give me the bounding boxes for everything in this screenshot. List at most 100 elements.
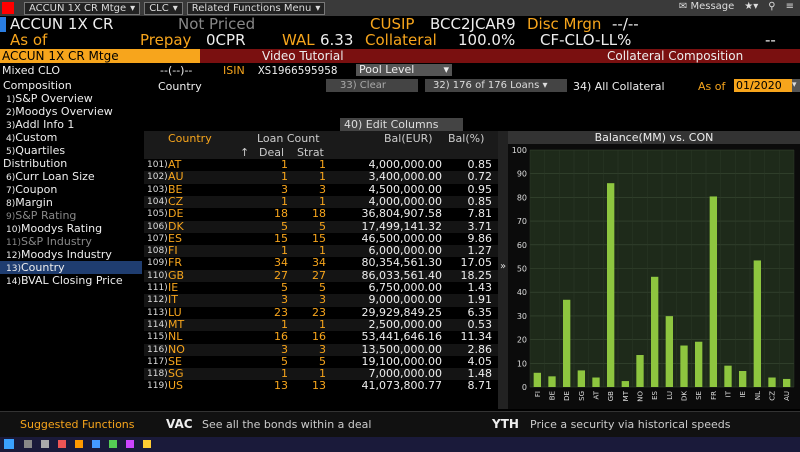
strat-count: 23 [312,305,326,319]
col-bal-eur[interactable]: Bal(EUR) [384,132,433,145]
settings-icon[interactable]: ≡ [785,1,794,12]
col-loan-count[interactable]: Loan Count [257,132,320,145]
security-tab[interactable]: ACCUN 1X CR Mtge [0,49,200,63]
table-row[interactable]: 108) FI 1 1 6,000,000.00 1.27 [144,245,498,258]
x-tick-label: FI [534,391,542,397]
table-row[interactable]: 115) NL 16 16 53,441,646.16 11.34 [144,331,498,343]
country-code: DE [168,207,184,221]
balance-eur: 29,929,849.25 [361,305,442,319]
col-country[interactable]: Country [168,132,212,145]
app1-icon[interactable] [58,440,66,448]
loans-dropdown[interactable]: 32) 176 of 176 Loans ▾ [425,79,567,92]
country-code: FR [168,256,182,270]
favorite-icon[interactable]: ★▾ [744,1,759,12]
windows-start-icon[interactable] [4,439,14,449]
pool-level-dropdown[interactable]: Pool Level ▾ [356,64,452,76]
row-number: 105) [147,209,168,220]
suggested-functions-bar: Suggested Functions VAC See all the bond… [0,411,800,437]
nav-item-moodys-rating[interactable]: 10)Moodys Rating [0,222,142,235]
prepay-value: 0CPR [206,31,246,49]
message-button[interactable]: ✉ Message [679,1,734,12]
table-row[interactable]: 117) SE 5 5 19,100,000.00 4.05 [144,354,498,368]
bar-chart: 0 10 20 30 40 50 60 70 80 90 100 FI BE DE SG AT GB MT NO ES… [512,146,795,402]
message-label: Message [690,1,735,12]
table-header: Country Loan Count ↑ Deal Strat Bal(EUR)… [144,131,498,159]
clear-button[interactable]: 33) Clear [326,79,418,92]
os-taskbar [0,437,800,452]
nav-item-s-p-rating[interactable]: 9)S&P Rating [0,209,142,222]
nav-item-curr-loan-size[interactable]: 6)Curr Loan Size [0,170,142,183]
table-row[interactable]: 112) IT 3 3 9,000,000.00 1.91 [144,294,498,307]
collateral-type: CF-CLO-LL% [540,31,632,49]
app3-icon[interactable] [92,440,100,448]
y-tick-label: 70 [517,217,527,226]
search-icon[interactable]: ⚲ [768,1,776,12]
row-number: 116) [147,344,168,355]
table-row[interactable]: 106) DK 5 5 17,499,141.32 3.71 [144,220,498,233]
related-functions-menu[interactable]: Related Functions Menu ▾ [186,1,326,15]
bar-cz [768,377,776,387]
yth-function-link[interactable]: YTH [492,417,519,431]
col-deal[interactable]: Deal [259,146,285,159]
nav-item-moodys-overview[interactable]: 2)Moodys Overview [0,105,142,118]
dimension-label: Country [158,80,202,93]
date-dropdown-icon[interactable]: ▾ [792,79,800,92]
nav-item-country[interactable]: 13)Country [0,261,142,274]
task-view-icon[interactable] [41,440,49,448]
nav-item-bval-closing-price[interactable]: 14)BVAL Closing Price [0,274,142,287]
balance-pct: 11.34 [460,330,493,344]
balance-pct: 1.43 [467,281,493,294]
strat-count: 5 [319,354,326,368]
table-row[interactable]: 101) AT 1 1 4,000,000.00 0.85 [144,159,498,171]
nav-item-addl-info-1[interactable]: 3)Addl Info 1 [0,118,142,131]
table-row[interactable]: 102) AU 1 1 3,400,000.00 0.72 [144,171,498,184]
nav-item-label: BVAL Closing Price [20,274,123,287]
function-label: CLC [149,2,169,14]
col-strat[interactable]: Strat [297,146,324,159]
app4-icon[interactable] [109,440,117,448]
col-bal-pct[interactable]: Bal(%) [448,132,485,145]
nav-item-margin[interactable]: 8)Margin [0,196,142,209]
security-label: ACCUN 1X CR Mtge [29,2,127,14]
table-row[interactable]: 119) US 13 13 41,073,800.77 8.71 [144,380,498,392]
app5-icon[interactable] [126,440,134,448]
function-selector[interactable]: CLC ▾ [144,1,183,15]
as-of-date-input[interactable]: 01/2020 [734,79,792,92]
nav-item-moodys-industry[interactable]: 12)Moodys Industry [0,248,142,261]
nav-item-s-p-industry[interactable]: 11)S&P Industry [0,235,142,248]
nav-item-quartiles[interactable]: 5)Quartiles [0,144,142,157]
balance-pct: 1.48 [467,367,493,381]
table-row[interactable]: 110) GB 27 27 86,033,561.40 18.25 [144,269,498,282]
bar-de [563,299,571,387]
nav-item-s-p-overview[interactable]: 1)S&P Overview [0,92,142,105]
app6-icon[interactable] [143,440,151,448]
balance-eur: 53,441,646.16 [361,330,442,344]
balance-eur: 4,500,000.00 [368,182,442,196]
table-row[interactable]: 105) DE 18 18 36,804,907.58 7.81 [144,208,498,220]
nav-item-custom[interactable]: 4)Custom [0,131,142,144]
table-row[interactable]: 113) LU 23 23 29,929,849.25 6.35 [144,305,498,319]
table-row[interactable]: 109) FR 34 34 80,354,561.30 17.05 [144,257,498,269]
table-row[interactable]: 107) ES 15 15 46,500,000.00 9.86 [144,232,498,245]
country-code: SG [168,367,184,381]
all-collateral-link[interactable]: 34) All Collateral [573,80,665,93]
table-row[interactable]: 103) BE 3 3 4,500,000.00 0.95 [144,182,498,196]
collapse-splitter-icon[interactable]: » [498,131,508,409]
app2-icon[interactable] [75,440,83,448]
video-tutorial-link[interactable]: Video Tutorial [262,49,344,63]
balance-eur: 13,500,000.00 [361,342,442,356]
edit-columns-button[interactable]: 40) Edit Columns [340,118,463,131]
x-tick-label: AT [593,390,601,399]
nav-item-coupon[interactable]: 7)Coupon [0,183,142,196]
deal-count: 18 [274,207,288,221]
table-row[interactable]: 104) CZ 1 1 4,000,000.00 0.85 [144,194,498,209]
table-row[interactable]: 114) MT 1 1 2,500,000.00 0.53 [144,318,498,332]
table-row[interactable]: 111) IE 5 5 6,750,000.00 1.43 [144,282,498,294]
search-taskbar-icon[interactable] [24,440,32,448]
vac-function-link[interactable]: VAC [166,417,193,431]
sort-arrow-icon[interactable]: ↑ [240,146,250,159]
security-selector[interactable]: ACCUN 1X CR Mtge ▾ [24,1,141,15]
strat-count: 1 [319,194,326,208]
table-row[interactable]: 118) SG 1 1 7,000,000.00 1.48 [144,367,498,381]
table-row[interactable]: 116) NO 3 3 13,500,000.00 2.86 [144,342,498,356]
